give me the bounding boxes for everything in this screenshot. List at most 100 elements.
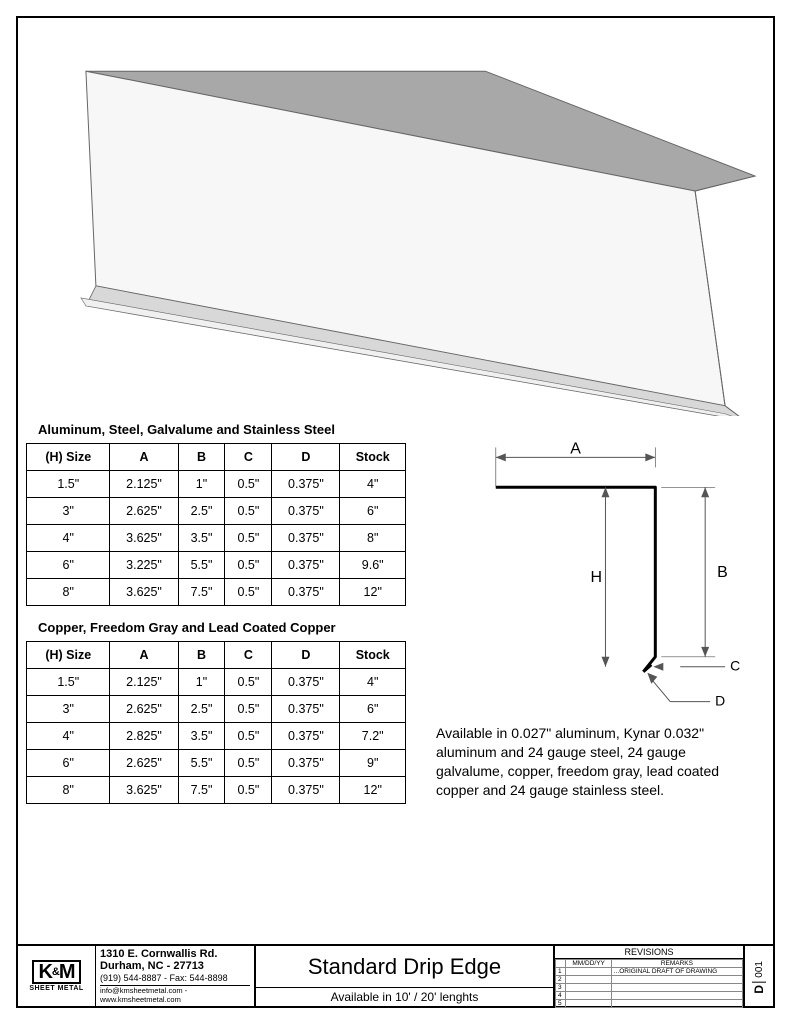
table-cell: 8" <box>340 525 406 552</box>
table-cell: 0.5" <box>225 471 272 498</box>
table-cell: 3" <box>27 498 110 525</box>
table-cell: 3.625" <box>110 525 178 552</box>
dim-H-label: H <box>591 569 603 586</box>
table-cell: 2.625" <box>110 696 178 723</box>
table-cell: 3" <box>27 696 110 723</box>
table-cell: 0.375" <box>272 552 340 579</box>
table2: (H) SizeABCDStock1.5"2.125"1"0.5"0.375"4… <box>26 641 406 804</box>
table-header: A <box>110 642 178 669</box>
table-cell: 0.375" <box>272 723 340 750</box>
table-cell: 3.5" <box>178 525 225 552</box>
addr-line1: 1310 E. Cornwallis Rd. <box>100 948 250 961</box>
table-header: D <box>272 444 340 471</box>
table-cell: 12" <box>340 579 406 606</box>
table-header: B <box>178 642 225 669</box>
table-cell: 0.5" <box>225 525 272 552</box>
material-note: Available in 0.027" aluminum, Kynar 0.03… <box>426 718 765 800</box>
table-cell: 2.825" <box>110 723 178 750</box>
table-header: (H) Size <box>27 444 110 471</box>
table-cell: 0.375" <box>272 777 340 804</box>
table-cell: 12" <box>340 777 406 804</box>
table-row: 1.5"2.125"1"0.5"0.375"4" <box>27 669 406 696</box>
table-cell: 0.5" <box>225 669 272 696</box>
dim-B-label: B <box>717 564 728 581</box>
table-cell: 0.375" <box>272 669 340 696</box>
table-cell: 2.5" <box>178 498 225 525</box>
table-cell: 2.125" <box>110 669 178 696</box>
table-cell: 9" <box>340 750 406 777</box>
table-cell: 0.5" <box>225 579 272 606</box>
table-cell: 6" <box>340 696 406 723</box>
table-cell: 6" <box>27 552 110 579</box>
revisions-table: MM/DD/YYREMARKS1...ORIGINAL DRAFT OF DRA… <box>555 959 743 1008</box>
table-header: Stock <box>340 444 406 471</box>
table-cell: 2.5" <box>178 696 225 723</box>
revisions-cell: REVISIONS MM/DD/YYREMARKS1...ORIGINAL DR… <box>555 946 745 1006</box>
render-svg <box>26 26 765 416</box>
table-cell: 3.225" <box>110 552 178 579</box>
table-row: 4"3.625"3.5"0.5"0.375"8" <box>27 525 406 552</box>
table-cell: 0.375" <box>272 471 340 498</box>
table-row: 8"3.625"7.5"0.5"0.375"12" <box>27 777 406 804</box>
table-header: D <box>272 642 340 669</box>
table-cell: 4" <box>340 471 406 498</box>
drawing-main: Aluminum, Steel, Galvalume and Stainless… <box>18 18 773 946</box>
table-header: (H) Size <box>27 642 110 669</box>
table-cell: 4" <box>27 723 110 750</box>
table-cell: 2.625" <box>110 498 178 525</box>
table-cell: 3.5" <box>178 723 225 750</box>
addr-line3: (919) 544-8887 - Fax: 544-8898 <box>100 973 250 983</box>
table-cell: 3.625" <box>110 777 178 804</box>
table-cell: 1" <box>178 669 225 696</box>
table-cell: 0.375" <box>272 579 340 606</box>
drawing-title: Standard Drip Edge <box>256 946 553 988</box>
table-cell: 8" <box>27 579 110 606</box>
table-cell: 0.5" <box>225 750 272 777</box>
table-cell: 0.375" <box>272 525 340 552</box>
address-cell: 1310 E. Cornwallis Rd. Durham, NC - 2771… <box>96 946 256 1006</box>
table-header: C <box>225 642 272 669</box>
addr-contact: info@kmsheetmetal.com - www.kmsheetmetal… <box>100 985 250 1004</box>
product-render <box>26 26 765 416</box>
table-cell: 6" <box>27 750 110 777</box>
drawing-subtitle: Available in 10' / 20' lenghts <box>256 988 553 1006</box>
table-cell: 6" <box>340 498 406 525</box>
table-cell: 7.2" <box>340 723 406 750</box>
addr-line2: Durham, NC - 27713 <box>100 960 250 973</box>
table-cell: 0.5" <box>225 723 272 750</box>
table1-title: Aluminum, Steel, Galvalume and Stainless… <box>38 422 406 437</box>
table-cell: 8" <box>27 777 110 804</box>
table-cell: 0.5" <box>225 552 272 579</box>
table-cell: 0.375" <box>272 498 340 525</box>
sheet-number-cell: 001 D <box>745 946 773 1006</box>
table-row: 3"2.625"2.5"0.5"0.375"6" <box>27 498 406 525</box>
table-header: C <box>225 444 272 471</box>
diagram-column: A B H <box>426 416 765 936</box>
table-cell: 1.5" <box>27 471 110 498</box>
logo-cell: K&M SHEET METAL <box>18 946 96 1006</box>
table-cell: 0.5" <box>225 696 272 723</box>
table-cell: 0.375" <box>272 750 340 777</box>
dim-D-label: D <box>715 693 725 709</box>
table-cell: 4" <box>340 669 406 696</box>
table-row: 3"2.625"2.5"0.5"0.375"6" <box>27 696 406 723</box>
table-row: 8"3.625"7.5"0.5"0.375"12" <box>27 579 406 606</box>
table-row: 6"2.625"5.5"0.5"0.375"9" <box>27 750 406 777</box>
table-header: B <box>178 444 225 471</box>
table-cell: 4" <box>27 525 110 552</box>
table-cell: 0.5" <box>225 777 272 804</box>
table1: (H) SizeABCDStock1.5"2.125"1"0.5"0.375"4… <box>26 443 406 606</box>
table-cell: 3.625" <box>110 579 178 606</box>
sheet-number: 001 <box>754 957 765 982</box>
table-row: 6"3.225"5.5"0.5"0.375"9.6" <box>27 552 406 579</box>
table-cell: 1.5" <box>27 669 110 696</box>
table-cell: 5.5" <box>178 552 225 579</box>
profile-drawing: A B H <box>426 416 765 718</box>
drawing-page: Aluminum, Steel, Galvalume and Stainless… <box>16 16 775 1008</box>
dim-C-label: C <box>730 658 740 674</box>
table-cell: 7.5" <box>178 579 225 606</box>
title-block: K&M SHEET METAL 1310 E. Cornwallis Rd. D… <box>18 946 773 1006</box>
table-cell: 7.5" <box>178 777 225 804</box>
table-row: 1.5"2.125"1"0.5"0.375"4" <box>27 471 406 498</box>
tables-column: Aluminum, Steel, Galvalume and Stainless… <box>26 416 406 936</box>
